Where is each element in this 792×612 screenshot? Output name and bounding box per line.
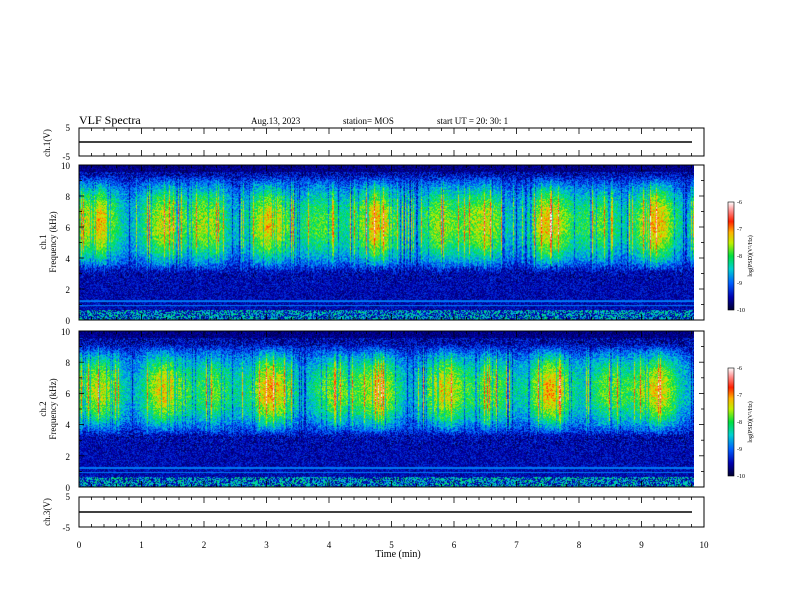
ch1-ytick-4: 4 [66, 254, 71, 264]
ch2-cb-tick-8: -8 [737, 420, 742, 426]
time-tick-label: 8 [577, 540, 582, 550]
ch1-cb-tick-9: -9 [737, 281, 742, 287]
figure-title: VLF Spectra [79, 113, 141, 127]
time-tick-label: 4 [327, 540, 332, 550]
ch2-freq-ticks: 0 2 4 6 8 10 [61, 327, 71, 493]
time-tick-label: 9 [639, 540, 644, 550]
ch1-ytick-0: 0 [66, 316, 71, 326]
ch2-ytick-6: 6 [66, 389, 71, 399]
time-tick-label: 3 [264, 540, 269, 550]
ch1-spec-ylabel-channel: ch.1 [38, 234, 48, 249]
ch2-spec-y-ticks [79, 330, 704, 488]
ch2-ytick-8: 8 [66, 358, 71, 368]
ch1-waveform-panel: 5 -5 ch.1(V) [42, 123, 705, 162]
station-label: station= MOS [343, 116, 394, 126]
ch1-ytick-10: 10 [61, 161, 71, 171]
start-time-label: start UT = 20: 30: 1 [437, 116, 508, 126]
ch1-spec-ylabel-freq: Frequency (kHz) [48, 211, 58, 272]
ch1-cb-tick-8: -8 [737, 254, 742, 260]
ch1-colorbar-label: log(PSD)(V²/Hz) [747, 235, 754, 276]
ch2-cb-tick-7: -7 [737, 393, 742, 399]
ch3-ylabel: ch.3(V) [42, 498, 52, 526]
ch1-ytick-top: 5 [66, 123, 71, 133]
time-tick-label: 6 [452, 540, 457, 550]
ch1-spec-y-ticks [79, 164, 704, 321]
ch2-cb-tick-10: -10 [737, 474, 745, 480]
time-tick-label: 10 [700, 540, 710, 550]
ch3-ytick-bottom: -5 [63, 523, 71, 533]
ch2-ytick-0: 0 [66, 483, 71, 493]
ch1-colorbar-gradient [727, 201, 735, 311]
ch1-spec-x-ticks [78, 165, 705, 320]
ch2-ytick-4: 4 [66, 420, 71, 430]
time-tick-label: 1 [139, 540, 144, 550]
ch2-cb-tick-9: -9 [737, 447, 742, 453]
ch2-ytick-10: 10 [61, 327, 71, 337]
time-tick-label: 7 [514, 540, 519, 550]
time-tick-label: 0 [77, 540, 82, 550]
ch1-freq-ticks: 0 2 4 6 8 10 [61, 161, 71, 326]
ch1-spectrogram-image [79, 165, 694, 320]
ch2-colorbar: -6 -7 -8 -9 -10 log(PSD)(V²/Hz) [727, 366, 754, 480]
ch2-spec-ylabel-freq: Frequency (kHz) [48, 378, 58, 439]
ch1-ytick-bottom: -5 [63, 152, 71, 162]
ch1-x-ticks [78, 128, 705, 156]
ch2-spectrogram-panel: 0 2 4 6 8 10 ch.2 Frequency (kHz) [38, 327, 705, 493]
ch2-spec-ylabel-channel: ch.2 [38, 401, 48, 416]
time-tick-label: 2 [202, 540, 207, 550]
ch1-cb-tick-10: -10 [737, 308, 745, 314]
ch1-cb-tick-7: -7 [737, 227, 742, 233]
time-axis-tick-labels: 0 1 2 3 4 5 6 7 8 9 10 [77, 540, 709, 550]
ch2-ytick-2: 2 [66, 452, 71, 462]
ch1-colorbar: -6 -7 -8 -9 -10 log(PSD)(V²/Hz) [727, 200, 754, 314]
ch2-spec-x-ticks [78, 331, 705, 487]
time-tick-label: 5 [389, 540, 394, 550]
ch1-cb-tick-6: -6 [737, 200, 742, 206]
ch3-x-ticks [78, 497, 705, 527]
ch1-ytick-8: 8 [66, 192, 71, 202]
ch2-colorbar-label: log(PSD)(V²/Hz) [747, 401, 754, 442]
ch1-ylabel: ch.1(V) [42, 129, 52, 157]
date-label: Aug.13, 2023 [251, 116, 301, 126]
ch1-ytick-2: 2 [66, 285, 71, 295]
ch3-ytick-top: 5 [66, 492, 71, 502]
ch3-waveform-panel: 5 -5 ch.3(V) [42, 492, 705, 533]
time-axis-label: Time (min) [375, 549, 420, 560]
ch1-spectrogram-panel: 0 2 4 6 8 10 ch.1 Frequency (kHz) [38, 161, 705, 326]
ch1-ytick-6: 6 [66, 223, 71, 233]
ch2-cb-tick-6: -6 [737, 366, 742, 372]
ch2-spectrogram-image [79, 331, 694, 487]
ch2-colorbar-gradient [727, 367, 735, 477]
